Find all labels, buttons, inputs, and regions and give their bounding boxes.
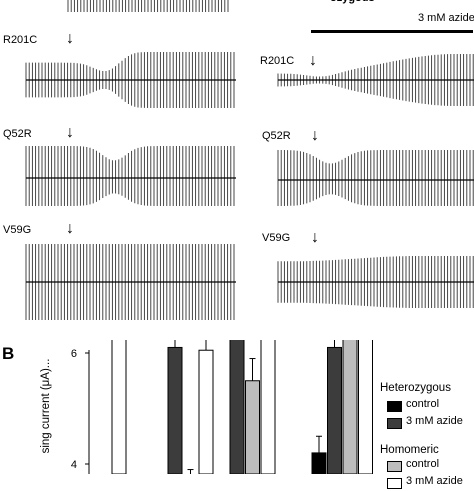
trace-left-q52r <box>25 146 236 206</box>
legend-swatch-hom-control <box>387 461 402 472</box>
panel-letter-b: B <box>2 344 15 363</box>
arrow-down-icon: ↓ <box>66 30 74 47</box>
trace-right-r201c <box>277 54 474 106</box>
trace-top-partial <box>67 0 229 12</box>
trace-label-left-v59g: V59G <box>3 224 32 236</box>
bar-1-2 <box>229 340 245 474</box>
trace-label-left-r201c: R201C <box>3 34 38 46</box>
arrow-down-icon: ↓ <box>311 127 319 144</box>
arrow-down-icon: ↓ <box>309 52 317 69</box>
legend-swatch-hom-azide <box>387 478 402 489</box>
legend-swatch-het-control <box>387 401 402 412</box>
legend-homomeric-title: Homomeric <box>380 444 439 456</box>
trace-right-v59g <box>277 256 474 308</box>
y-tick-label: 4 <box>71 459 77 471</box>
bar-3-0 <box>111 340 127 474</box>
trace-left-r201c <box>25 52 236 108</box>
trace-label-right-v59g: V59G <box>262 232 291 244</box>
azide-bar-line <box>311 30 473 33</box>
bar-3-1 <box>198 349 214 474</box>
legend-heterozygous-title: Heterozygous <box>380 382 451 394</box>
trace-label-right-q52r: Q52R <box>262 130 291 142</box>
legend-label-het-control: control <box>406 398 440 410</box>
legend-label-hom-control: control <box>406 458 440 470</box>
bar-1-1 <box>167 346 183 474</box>
arrow-down-icon: ↓ <box>66 124 74 141</box>
panel-heading-cut: ozygous <box>330 0 375 4</box>
trace-label-right-r201c: R201C <box>260 55 295 67</box>
bar-0-3 <box>311 452 327 474</box>
azide-label: 3 mM azide <box>418 12 474 24</box>
trace-right-q52r <box>277 150 474 206</box>
bar-chart: 864 <box>71 340 373 474</box>
bar-2-2 <box>245 380 260 474</box>
arrow-down-icon: ↓ <box>66 220 74 237</box>
legend-swatch-het-azide <box>387 418 402 429</box>
bar-3-3 <box>358 340 373 474</box>
current-traces <box>25 0 474 320</box>
legend-label-hom-azide: 3 mM azide <box>406 475 463 487</box>
bar-1-3 <box>327 346 342 474</box>
arrow-down-icon: ↓ <box>311 229 319 246</box>
trace-left-v59g <box>25 244 236 320</box>
bar-2-3 <box>342 340 358 474</box>
legend-label-het-azide: 3 mM azide <box>406 415 463 427</box>
y-tick-label: 6 <box>71 348 77 360</box>
trace-label-left-q52r: Q52R <box>3 128 32 140</box>
bar-3-2 <box>260 340 276 474</box>
